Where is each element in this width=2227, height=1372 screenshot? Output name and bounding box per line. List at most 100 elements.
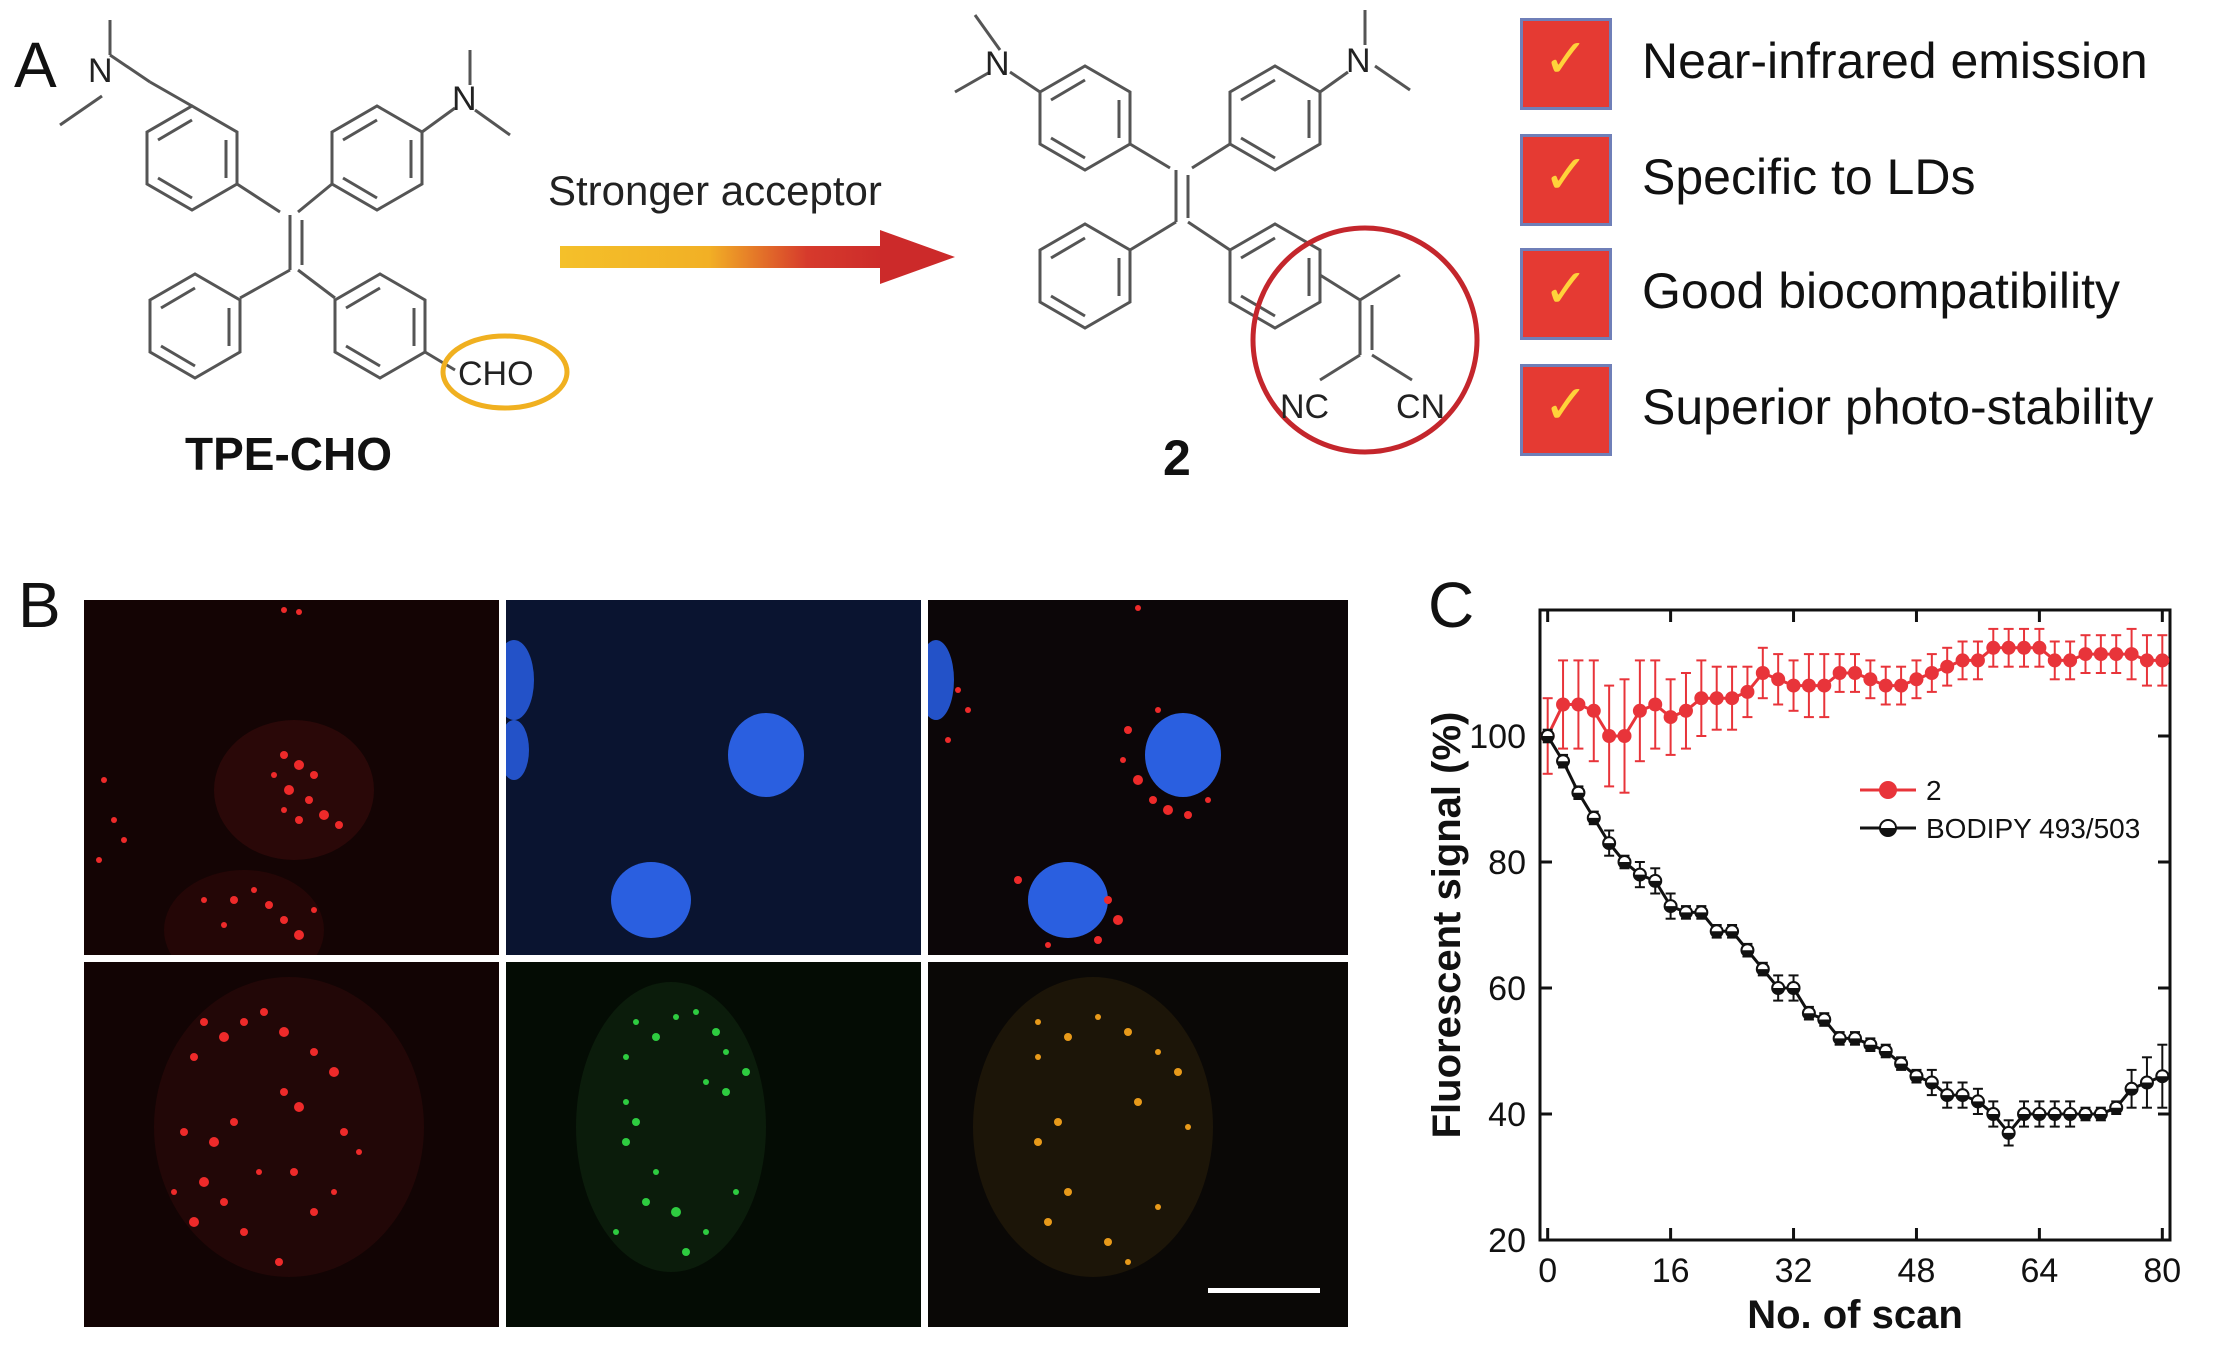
data-point: [1571, 697, 1586, 712]
x-tick-label: 48: [1898, 1252, 1936, 1290]
panel-a-label: A: [14, 29, 57, 101]
data-point-fill: [1941, 1095, 1954, 1102]
feature-item: ✓ Near-infrared emission: [1520, 18, 2220, 110]
data-point-fill: [1864, 1044, 1877, 1051]
check-mark: ✓: [1543, 257, 1589, 320]
reaction-scheme: N N CHO TPE-CHO Stronger acceptor: [59, 10, 1480, 486]
legend-label: BODIPY 493/503: [1926, 813, 2140, 844]
checkbox-icon: ✓: [1520, 364, 1612, 456]
data-point: [1678, 703, 1693, 718]
data-point: [1740, 684, 1755, 699]
data-point: [1817, 678, 1832, 693]
x-tick-label: 32: [1775, 1252, 1813, 1290]
data-point: [1648, 697, 1663, 712]
x-tick-label: 16: [1652, 1252, 1690, 1290]
feature-text: Specific to LDs: [1642, 149, 1976, 205]
photostability-chart: 20 40 60 80 100 0 16 32 48 64 80 No. of scan Fluores…: [1425, 608, 2181, 1337]
y-tick-label: 60: [1488, 970, 1526, 1008]
data-point: [2109, 647, 2124, 662]
data-point: [2093, 647, 2108, 662]
checkbox-icon: ✓: [1520, 248, 1612, 340]
data-point: [1617, 729, 1632, 743]
data-point: [2155, 653, 2170, 668]
reactant-amine-left: N: [88, 52, 113, 90]
data-point-fill: [1664, 906, 1677, 913]
data-point-fill: [1818, 1019, 1831, 1026]
data-point: [1786, 678, 1801, 693]
reactant-label: TPE-CHO: [185, 428, 392, 480]
data-point-fill: [1849, 1038, 1861, 1045]
checkbox-icon: ✓: [1520, 134, 1612, 226]
data-point-fill: [1987, 1114, 2000, 1120]
data-point: [1909, 672, 1924, 687]
y-axis-label: Fluorescent signal (%): [1425, 712, 1469, 1139]
data-point-fill: [1910, 1076, 1923, 1083]
data-point: [2124, 647, 2139, 662]
legend-marker: [1879, 781, 1897, 799]
product-group-cn: CN: [1396, 388, 1445, 426]
data-point: [1940, 659, 1955, 674]
data-point-fill: [1679, 912, 1692, 919]
data-point: [1694, 691, 1709, 706]
x-tick-label: 0: [1538, 1252, 1557, 1290]
reactant-group-cho: CHO: [458, 355, 534, 393]
cho-highlight-oval: [440, 333, 570, 411]
data-point-fill: [1802, 1013, 1815, 1020]
data-point: [1602, 729, 1617, 743]
dicyano-highlight-circle: [1250, 225, 1480, 455]
data-point: [1955, 653, 1970, 668]
feature-text: Near-infrared emission: [1642, 33, 2148, 89]
data-point: [2017, 640, 2032, 655]
panel-c-label: C: [1428, 569, 1475, 641]
data-point: [2139, 653, 2154, 668]
data-point-fill: [1971, 1101, 1984, 1108]
micrograph-merge-1: [928, 600, 1348, 955]
data-point-fill: [2125, 1088, 2138, 1095]
data-point: [2063, 653, 2078, 668]
data-point: [1832, 666, 1847, 680]
data-point-fill: [1572, 792, 1585, 799]
data-point-fill: [1741, 950, 1754, 957]
data-point-fill: [2064, 1114, 2077, 1120]
data-point: [1755, 666, 1770, 680]
micrograph-red-1: [84, 600, 499, 955]
data-point: [1894, 678, 1909, 693]
micrograph-green-2: [506, 962, 921, 1327]
feature-text: Superior photo-stability: [1642, 379, 2154, 435]
data-point-fill: [1879, 1051, 1892, 1057]
data-point-fill: [1726, 931, 1739, 938]
data-point-fill: [2156, 1076, 2169, 1083]
feature-item: ✓ Specific to LDs: [1520, 134, 2220, 226]
data-point-fill: [2033, 1114, 2046, 1120]
plot-frame: [1538, 608, 2172, 1242]
data-point: [2001, 640, 2016, 655]
data-point: [2078, 647, 2093, 662]
data-point: [1848, 666, 1862, 680]
x-tick-label: 64: [2020, 1252, 2058, 1290]
micrograph-merge-2: [928, 962, 1348, 1327]
data-point-fill: [2048, 1114, 2061, 1120]
data-point-fill: [1618, 862, 1631, 868]
data-point-fill: [1603, 843, 1616, 850]
data-point: [2047, 653, 2062, 668]
data-point-fill: [1633, 874, 1646, 881]
product-group-nc: NC: [1280, 388, 1329, 426]
data-point-fill: [1956, 1095, 1969, 1102]
reactant-amine-right: N: [452, 80, 477, 118]
data-point: [1986, 640, 2001, 655]
feature-item: ✓ Good biocompatibility: [1520, 248, 2220, 340]
data-point-fill: [1649, 880, 1662, 887]
data-point: [1970, 653, 1985, 668]
feature-text: Good biocompatibility: [1642, 263, 2121, 319]
legend-marker-fill: [1880, 828, 1896, 836]
data-point: [1709, 691, 1724, 706]
panel-b-label: B: [18, 569, 61, 641]
data-point-fill: [1895, 1063, 1908, 1070]
data-point-fill: [1710, 931, 1723, 938]
data-point: [1863, 672, 1878, 687]
reaction-arrow: [560, 230, 955, 284]
data-point-fill: [1787, 988, 1800, 994]
data-point-fill: [1925, 1082, 1938, 1089]
y-tick-label: 80: [1488, 844, 1526, 882]
data-point-fill: [1695, 912, 1708, 919]
